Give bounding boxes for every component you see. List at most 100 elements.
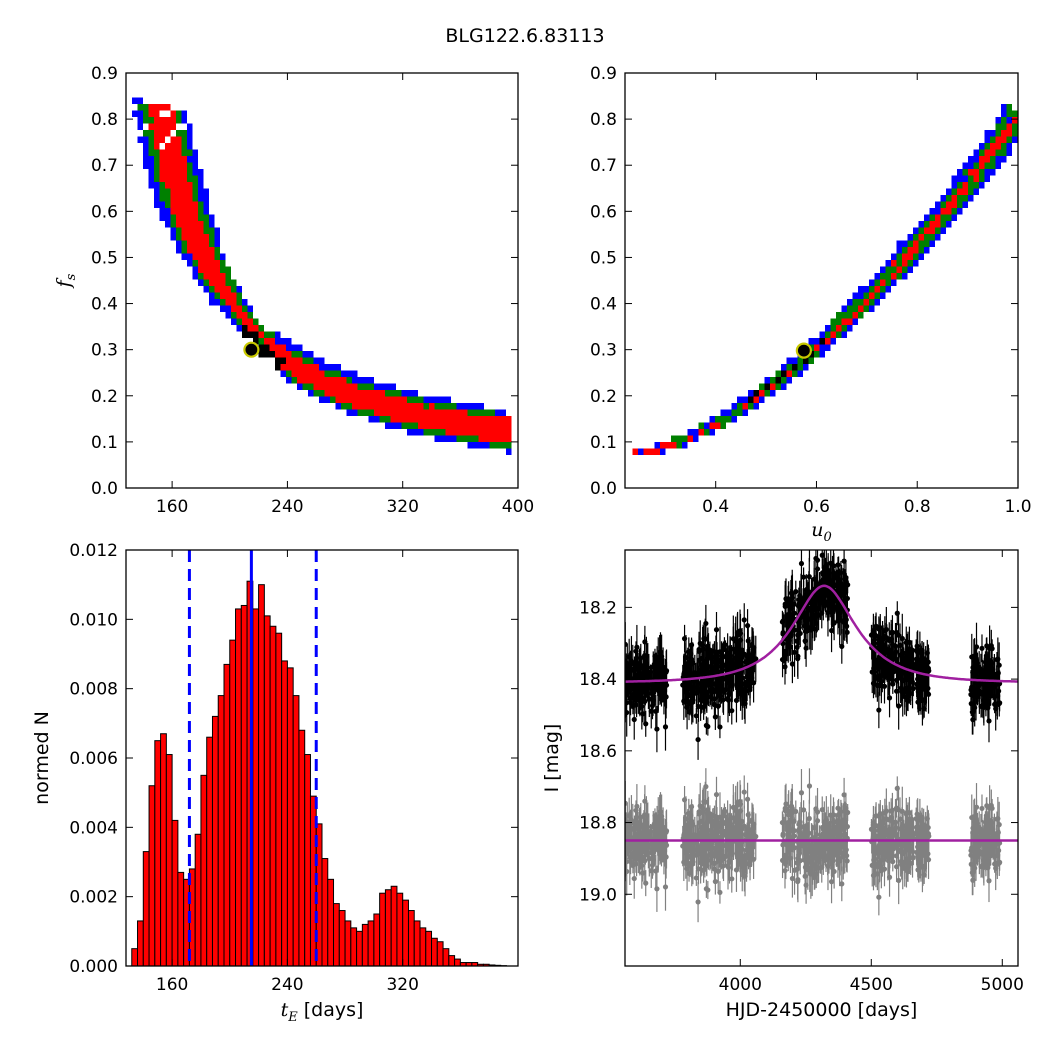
- confidence-cell-red: [170, 156, 176, 163]
- confidence-cell-red: [330, 383, 336, 390]
- confidence-cell-green: [429, 429, 435, 436]
- confidence-cell-red: [643, 448, 649, 455]
- confidence-cell-red: [341, 390, 347, 397]
- confidence-cell-green: [225, 279, 231, 286]
- confidence-cell-green: [143, 117, 149, 124]
- confidence-cell-red: [159, 162, 165, 169]
- confidence-cell-green: [291, 351, 297, 358]
- confidence-cell-red: [181, 208, 187, 215]
- confidence-cell-green: [506, 442, 512, 449]
- confidence-cell-green: [330, 370, 336, 377]
- confidence-cell-red: [176, 156, 182, 163]
- confidence-cell-green: [385, 416, 391, 423]
- confidence-cell-black: [253, 331, 259, 338]
- confidence-cell-red: [352, 383, 358, 390]
- confidence-cell-blue: [148, 169, 154, 176]
- confidence-cell-blue: [209, 292, 215, 299]
- confidence-cell-red: [401, 409, 407, 416]
- confidence-cell-red: [324, 390, 330, 397]
- confidence-cell-red: [489, 422, 495, 429]
- confidence-cell-red: [478, 422, 484, 429]
- confidence-cell-red: [187, 195, 193, 202]
- confidence-cell-red: [489, 416, 495, 423]
- confidence-cell-blue: [352, 377, 358, 384]
- confidence-cell-red: [247, 325, 253, 332]
- confidence-cell-red: [165, 117, 171, 124]
- confidence-cell-red: [214, 286, 220, 293]
- confidence-cell-blue: [280, 370, 286, 377]
- confidence-cell-green: [236, 318, 242, 325]
- confidence-cell-green: [423, 403, 429, 410]
- confidence-cell-green: [143, 110, 149, 117]
- confidence-cell-red: [451, 429, 457, 436]
- confidence-cell-red: [181, 169, 187, 176]
- y-tick-label: 0.6: [91, 202, 118, 222]
- confidence-cell-red: [467, 429, 473, 436]
- confidence-cell-red: [159, 117, 165, 124]
- confidence-cell-green: [148, 117, 154, 124]
- confidence-cell-red: [203, 234, 209, 241]
- confidence-cell-red: [462, 409, 468, 416]
- confidence-cell-red: [379, 390, 385, 397]
- confidence-cell-red: [198, 253, 204, 260]
- confidence-cell-blue: [286, 344, 292, 351]
- confidence-cell-red: [170, 175, 176, 182]
- confidence-cell-red: [181, 201, 187, 208]
- confidence-cell-red: [181, 162, 187, 169]
- confidence-cell-red: [220, 273, 226, 280]
- confidence-cell-blue: [693, 429, 699, 436]
- confidence-cell-red: [632, 448, 638, 455]
- confidence-cell-red: [165, 169, 171, 176]
- confidence-cell-green: [154, 169, 160, 176]
- confidence-cell-red: [220, 279, 226, 286]
- confidence-cell-blue: [286, 338, 292, 345]
- confidence-cell-blue: [297, 344, 303, 351]
- confidence-cell-blue: [137, 97, 143, 104]
- confidence-cell-blue: [192, 149, 198, 156]
- confidence-cell-red: [159, 156, 165, 163]
- confidence-cell-blue: [148, 156, 154, 163]
- confidence-cell-green: [236, 299, 242, 306]
- confidence-cell-green: [220, 260, 226, 267]
- confidence-cell-green: [176, 227, 182, 234]
- confidence-cell-red: [418, 416, 424, 423]
- confidence-cell-red: [203, 273, 209, 280]
- confidence-cell-red: [159, 149, 165, 156]
- confidence-cell-blue: [143, 143, 149, 150]
- confidence-cell-blue: [220, 305, 226, 312]
- confidence-cell-green: [264, 331, 270, 338]
- confidence-cell-red: [440, 422, 446, 429]
- confidence-cell-red: [214, 260, 220, 267]
- confidence-cell-blue: [440, 396, 446, 403]
- confidence-cell-red: [192, 214, 198, 221]
- confidence-cell-red: [154, 104, 160, 111]
- confidence-cell-red: [440, 416, 446, 423]
- confidence-cell-red: [407, 409, 413, 416]
- confidence-cell-red: [275, 351, 281, 358]
- confidence-cell-red: [198, 234, 204, 241]
- confidence-cell-red: [154, 130, 160, 137]
- confidence-cell-green: [676, 435, 682, 442]
- confidence-cell-blue: [462, 403, 468, 410]
- confidence-cell-red: [357, 396, 363, 403]
- confidence-cell-blue: [390, 422, 396, 429]
- confidence-cell-red: [269, 344, 275, 351]
- confidence-cell-green: [346, 377, 352, 384]
- confidence-cell-blue: [473, 403, 479, 410]
- confidence-cell-green: [478, 409, 484, 416]
- confidence-cell-red: [214, 279, 220, 286]
- confidence-cell-green: [170, 221, 176, 228]
- confidence-cell-green: [231, 312, 237, 319]
- confidence-cell-blue: [385, 383, 391, 390]
- confidence-cell-blue: [148, 162, 154, 169]
- confidence-cell-red: [181, 175, 187, 182]
- confidence-cell-green: [385, 390, 391, 397]
- confidence-cell-red: [209, 279, 215, 286]
- confidence-cell-red: [176, 188, 182, 195]
- confidence-cell-red: [187, 188, 193, 195]
- confidence-cell-red: [286, 364, 292, 371]
- confidence-cell-red: [401, 416, 407, 423]
- confidence-cell-red: [236, 312, 242, 319]
- confidence-cell-red: [242, 312, 248, 319]
- confidence-cell-red: [390, 403, 396, 410]
